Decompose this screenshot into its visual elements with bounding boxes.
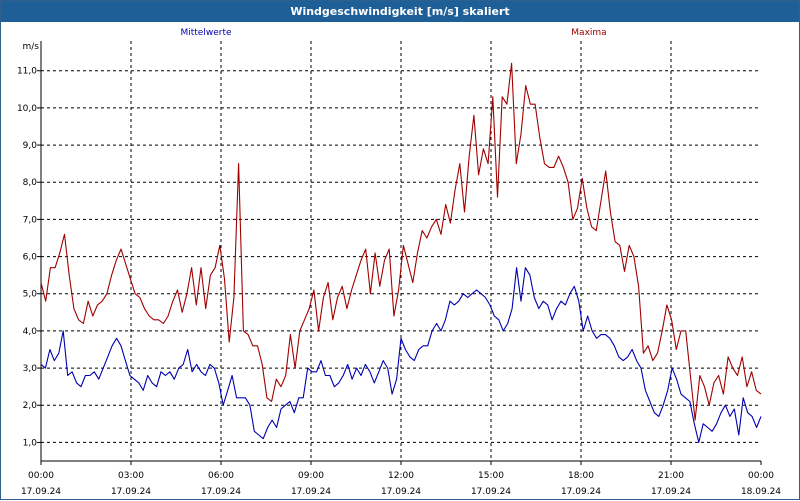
y-tick-label: 7,0: [23, 215, 38, 225]
chart-title: Windgeschwindigkeit [m/s] skaliert: [1, 1, 799, 22]
y-tick-label: 1,0: [23, 438, 38, 448]
x-tick-label-date: 17.09.24: [111, 487, 151, 497]
legend-maxima: Maxima: [571, 28, 606, 38]
y-tick-label: 10,0: [17, 104, 37, 114]
x-tick-label-date: 17.09.24: [651, 487, 691, 497]
x-tick-label-time: 06:00: [208, 471, 234, 481]
x-tick-label-time: 21:00: [658, 471, 684, 481]
x-tick-label-date: 17.09.24: [201, 487, 241, 497]
x-tick-label-date: 17.09.24: [471, 487, 511, 497]
x-tick-label-time: 18:00: [568, 471, 594, 481]
y-axis-unit: m/s: [23, 42, 40, 52]
x-tick-label-date: 17.09.24: [561, 487, 601, 497]
x-tick-label-date: 18.09.24: [741, 487, 781, 497]
x-tick-label-time: 00:00: [748, 471, 774, 481]
y-tick-label: 2,0: [23, 401, 38, 411]
series-line-mittelwerte: [40, 267, 762, 443]
y-tick-label: 6,0: [23, 253, 38, 263]
x-tick-label-date: 17.09.24: [291, 487, 331, 497]
x-tick-label-date: 17.09.24: [381, 487, 421, 497]
series-line-maxima: [40, 62, 762, 421]
y-tick-label: 4,0: [23, 327, 38, 337]
x-tick-label-time: 09:00: [298, 471, 324, 481]
x-tick-label-date: 17.09.24: [21, 487, 61, 497]
y-tick-label: 9,0: [23, 141, 38, 151]
x-tick-label-time: 12:00: [388, 471, 414, 481]
x-tick-label-time: 03:00: [118, 471, 144, 481]
y-tick-label: 3,0: [23, 364, 38, 374]
legend-mittelwerte: Mittelwerte: [180, 28, 231, 38]
y-tick-label: 5,0: [23, 290, 38, 300]
x-tick-label-time: 15:00: [478, 471, 504, 481]
y-tick-label: 11,0: [17, 67, 37, 77]
x-tick-label-time: 00:00: [28, 471, 54, 481]
y-tick-label: 8,0: [23, 178, 38, 188]
